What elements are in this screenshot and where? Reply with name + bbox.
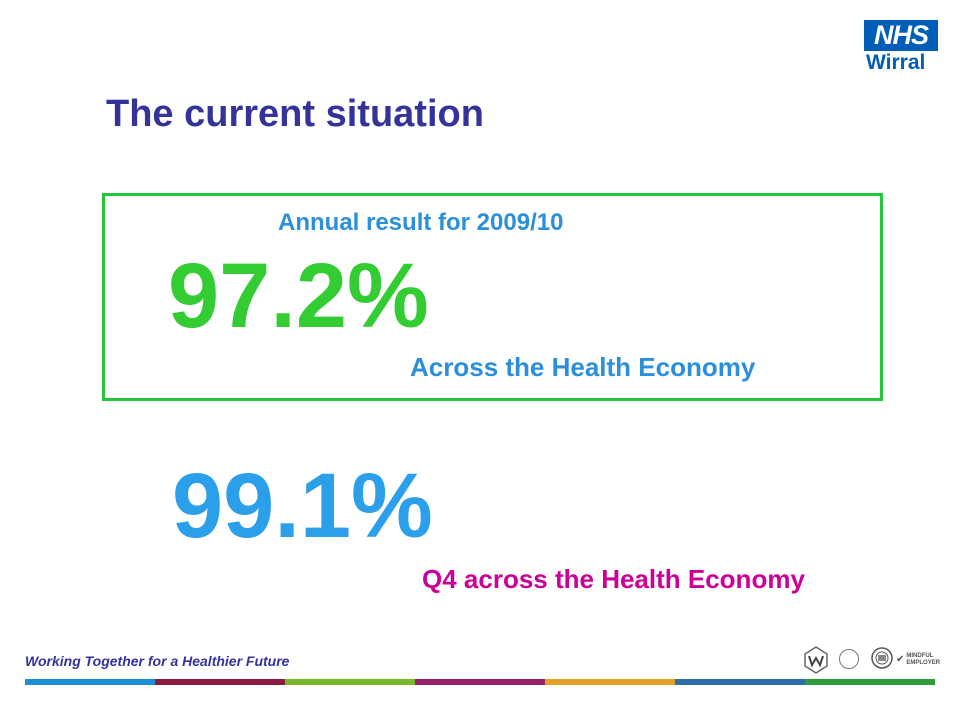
footer-stripe-segment (415, 679, 545, 685)
footer-stripe-segment (545, 679, 675, 685)
footer-color-stripe (25, 679, 935, 685)
mindful-employer-badge-icon: ✔ MINDFUL EMPLOYER (895, 646, 941, 674)
footer-badges: ✔ MINDFUL EMPLOYER (803, 646, 941, 676)
nhs-logo-organisation: Wirral (866, 51, 926, 74)
q4-result-scope: Q4 across the Health Economy (422, 564, 805, 594)
footer-stripe-segment (285, 679, 415, 685)
annual-result-value: 97.2% (168, 245, 429, 347)
accreditation-badge-icon (804, 646, 828, 674)
footer-stripe-segment (155, 679, 285, 685)
footer-stripe-segment (675, 679, 805, 685)
nhs-logo-mark: NHS (864, 20, 938, 51)
footer-stripe-segment (25, 679, 155, 685)
q4-result-value: 99.1% (172, 455, 433, 557)
slide-title: The current situation (106, 93, 484, 135)
footer-tagline: Working Together for a Healthier Future (25, 653, 290, 669)
annual-result-box (102, 193, 883, 401)
nhs-wirral-logo: NHS Wirral (864, 20, 944, 76)
mindful-employer-text: MINDFUL EMPLOYER (906, 653, 941, 666)
annual-result-label: Annual result for 2009/10 (278, 209, 564, 236)
crest-badge-icon (871, 647, 893, 669)
annual-result-scope: Across the Health Economy (410, 352, 756, 382)
footer-stripe-segment (805, 679, 935, 685)
check-icon: ✔ (895, 654, 905, 665)
investors-in-people-badge-icon (839, 649, 859, 669)
